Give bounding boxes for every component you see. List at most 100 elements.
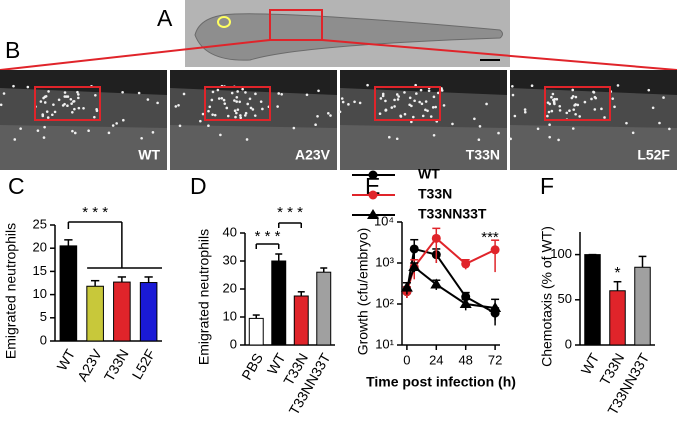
neutrophil [431, 106, 435, 109]
y-tick-label: 0 [565, 336, 572, 351]
neutrophil [64, 95, 68, 98]
neutrophil [19, 127, 22, 130]
neutrophil [241, 87, 244, 91]
neutrophil [662, 96, 665, 99]
neutrophil [427, 89, 431, 93]
neutrophil [69, 97, 73, 101]
neutrophil [555, 97, 559, 101]
neutrophil [201, 112, 205, 116]
image-label: A23V [295, 147, 331, 163]
neutrophil [93, 115, 96, 119]
y-tick-label: 100 [550, 246, 572, 261]
neutrophil [565, 111, 569, 115]
neutrophil [390, 106, 394, 109]
y-tick-label: 40 [223, 224, 237, 239]
bar [248, 317, 264, 346]
neutrophil [47, 90, 50, 93]
x-tick-label: 72 [488, 352, 502, 367]
neutrophil [219, 133, 222, 137]
y-axis-label: Growth (cfu/embryo) [355, 228, 371, 356]
neutrophil [413, 99, 416, 103]
neutrophil [393, 105, 396, 108]
neutrophil [77, 96, 80, 100]
neutrophil [253, 114, 257, 117]
neutrophil [211, 90, 215, 94]
neutrophil [477, 138, 481, 142]
neutrophil [408, 96, 412, 100]
neutrophil [107, 131, 111, 135]
panel-letter: F [540, 173, 554, 199]
neutrophil [146, 98, 150, 101]
image-label: T33N [466, 147, 500, 163]
neutrophil [611, 97, 615, 100]
neutrophil [396, 98, 400, 101]
neutrophil [46, 116, 50, 119]
eye-marker [217, 16, 231, 28]
neutrophil [211, 113, 214, 116]
neutrophil [245, 138, 249, 141]
neutrophil [248, 97, 252, 101]
x-tick-label: 0 [403, 352, 410, 367]
embryo-shape [194, 13, 503, 61]
neutrophil [347, 103, 350, 106]
neutrophil [251, 108, 255, 111]
neutrophil [156, 101, 159, 105]
neutrophil [418, 100, 421, 104]
neutrophil [513, 114, 517, 118]
neutrophil [594, 96, 598, 100]
neutrophil [403, 91, 406, 94]
neutrophil [578, 115, 581, 118]
neutrophil [223, 102, 227, 105]
neutrophil [233, 109, 237, 112]
neutrophil [340, 97, 344, 100]
neutrophil [207, 109, 210, 113]
neutrophil [557, 138, 560, 142]
neutrophil [43, 125, 46, 129]
neutrophil [249, 106, 253, 110]
y-tick-label: 10 [223, 308, 237, 323]
neutrophil [424, 108, 427, 112]
neutrophil [254, 92, 257, 96]
neutrophil [429, 115, 433, 118]
neutrophil [13, 138, 17, 141]
image-label: WT [138, 147, 160, 163]
neutrophil [57, 98, 61, 102]
neutrophil [658, 121, 661, 125]
y-tick-label: 10⁴ [374, 213, 394, 228]
neutrophil [338, 110, 342, 114]
neutrophil [239, 116, 243, 120]
image-label: L52F [637, 147, 670, 163]
neutrophil [246, 102, 250, 106]
neutrophil [511, 84, 514, 88]
neutrophil [243, 114, 247, 117]
neutrophil [432, 95, 436, 99]
neutrophil [393, 98, 396, 102]
neutrophil [261, 107, 264, 111]
neutrophil [366, 83, 369, 87]
fish-vessel [0, 125, 167, 170]
bar [59, 245, 78, 342]
neutrophil [259, 100, 263, 103]
y-tick-label: 30 [223, 252, 237, 267]
neutrophil [478, 125, 482, 128]
neutrophil [72, 99, 76, 103]
neutrophil [41, 114, 45, 118]
y-tick-label: 5 [40, 309, 47, 324]
neutrophil [424, 100, 428, 103]
zoom-line [321, 39, 677, 71]
y-tick-label: 20 [33, 240, 47, 255]
neutrophil [379, 97, 383, 100]
neutrophil [381, 92, 385, 96]
neutrophil [213, 113, 217, 117]
neutrophil [217, 97, 221, 100]
neutrophil [236, 90, 239, 93]
neutrophil [631, 131, 635, 135]
legend-label: T33N [418, 186, 452, 202]
neutrophil [115, 122, 118, 125]
y-tick-label: 25 [33, 216, 47, 231]
neutrophil [485, 102, 488, 106]
neutrophil [358, 101, 362, 105]
y-tick-label: 10 [33, 286, 47, 301]
neutrophil [572, 108, 576, 111]
bar [634, 266, 651, 346]
